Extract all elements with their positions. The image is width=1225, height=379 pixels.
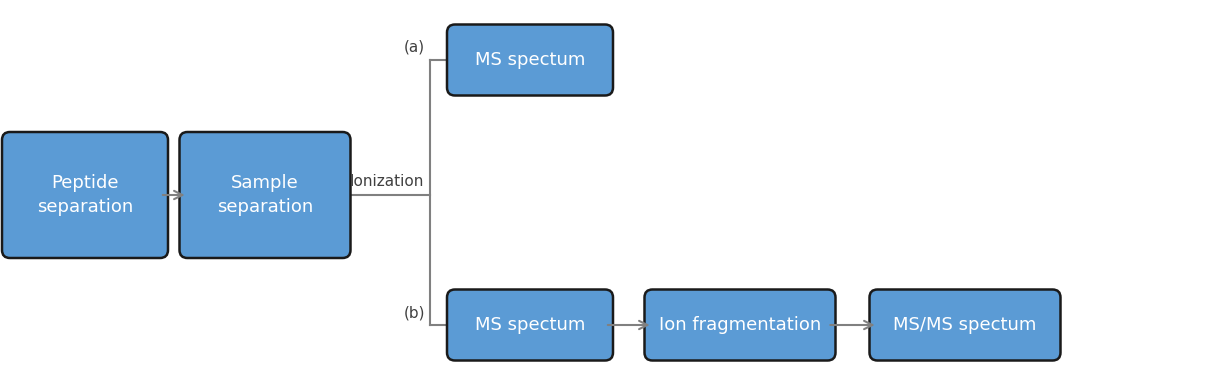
Text: (a): (a) xyxy=(404,40,425,55)
FancyBboxPatch shape xyxy=(644,290,835,360)
Text: Ionization: Ionization xyxy=(349,174,424,189)
FancyBboxPatch shape xyxy=(870,290,1061,360)
Text: Ion fragmentation: Ion fragmentation xyxy=(659,316,821,334)
FancyBboxPatch shape xyxy=(447,290,612,360)
Text: (b): (b) xyxy=(403,305,425,320)
Text: Sample
separation: Sample separation xyxy=(217,174,314,216)
FancyBboxPatch shape xyxy=(180,132,350,258)
Text: MS spectum: MS spectum xyxy=(475,51,586,69)
FancyBboxPatch shape xyxy=(2,132,168,258)
FancyBboxPatch shape xyxy=(447,25,612,96)
Text: MS/MS spectum: MS/MS spectum xyxy=(893,316,1036,334)
Text: Peptide
separation: Peptide separation xyxy=(37,174,134,216)
Text: MS spectum: MS spectum xyxy=(475,316,586,334)
